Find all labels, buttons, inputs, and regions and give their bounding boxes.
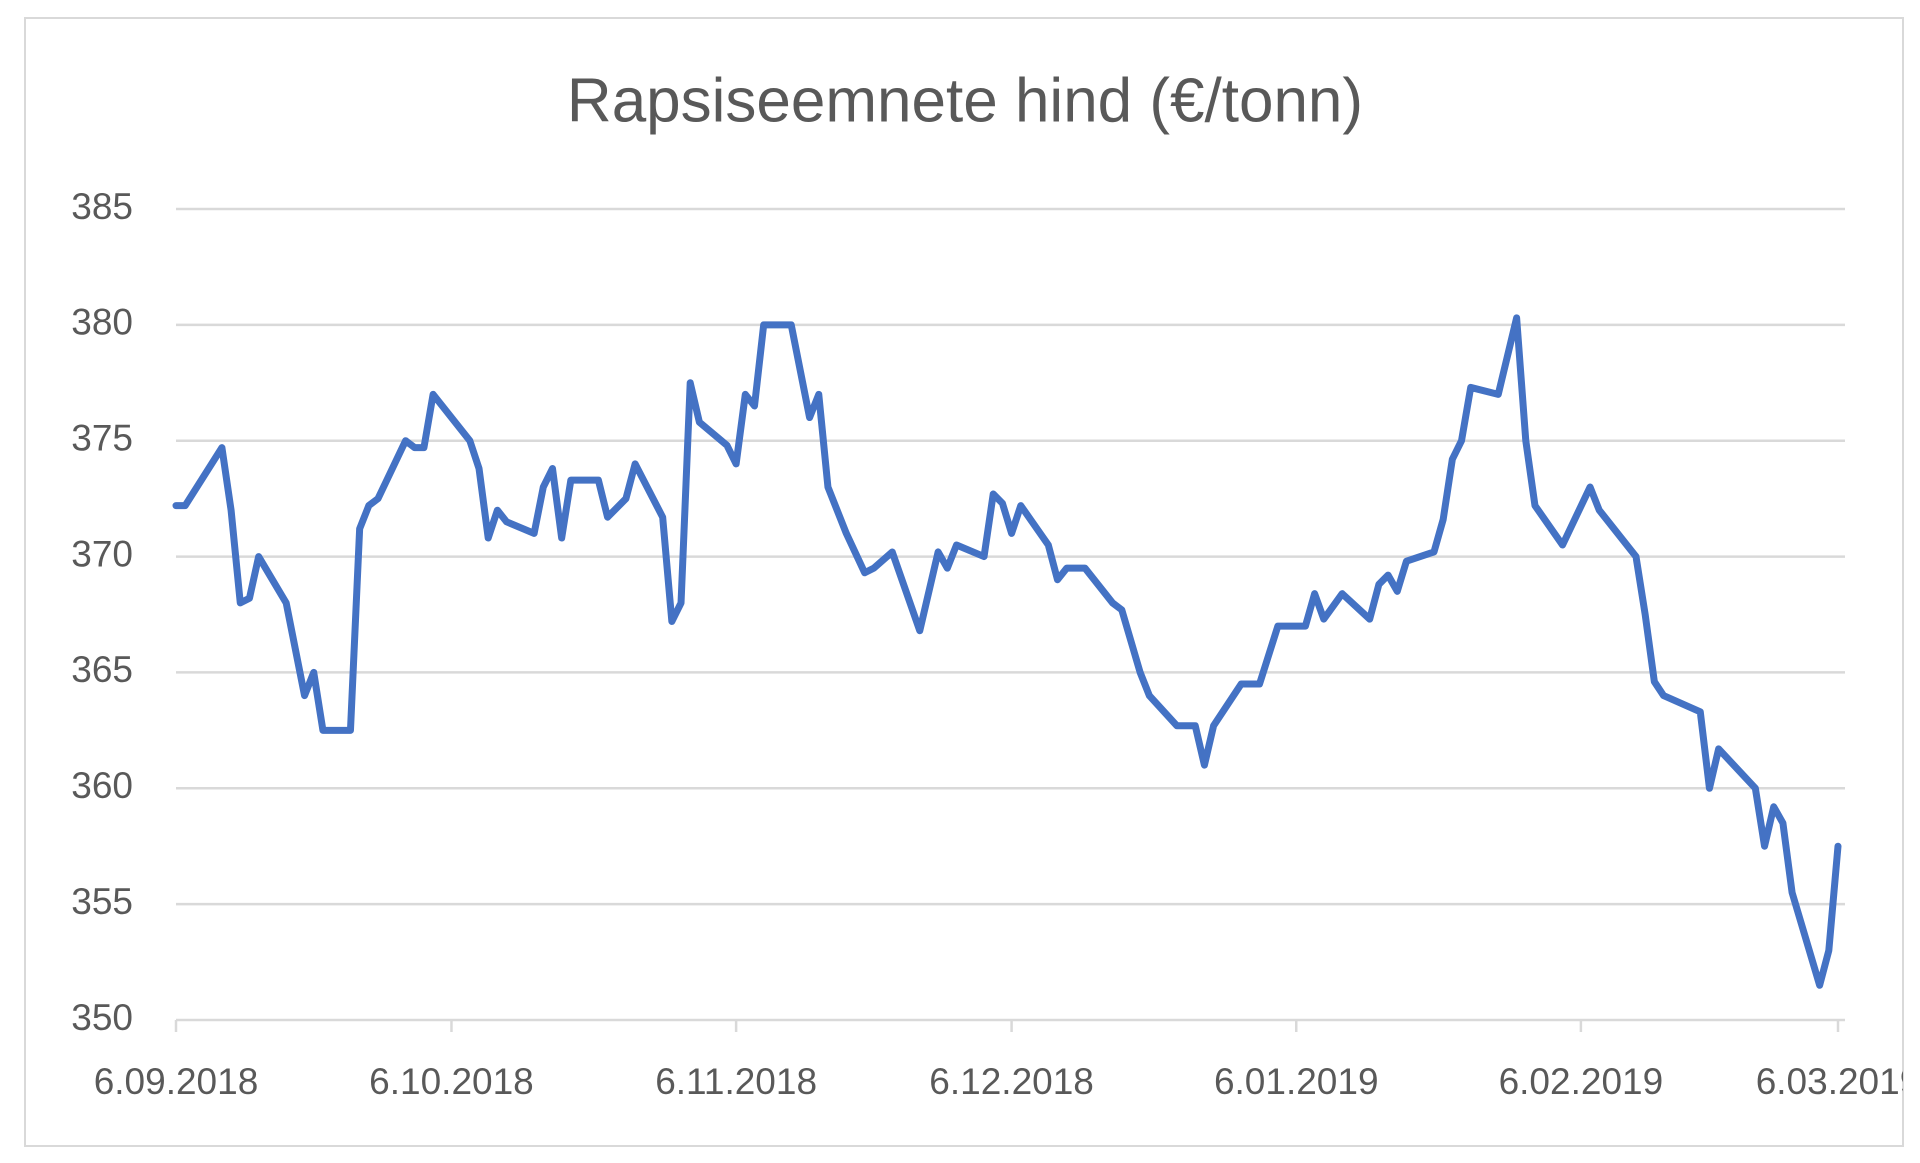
y-tick-label: 365 xyxy=(71,649,133,690)
chart-title: Rapsiseemnete hind (€/tonn) xyxy=(567,66,1363,135)
x-tick-label: 6.10.2018 xyxy=(369,1061,534,1102)
y-tick-label: 375 xyxy=(71,417,133,458)
y-tick-label: 380 xyxy=(71,302,133,343)
price-line xyxy=(172,314,1842,989)
x-tick-label: 6.12.2018 xyxy=(929,1061,1094,1102)
y-tick-label: 370 xyxy=(71,533,133,574)
x-tick-label: 6.11.2018 xyxy=(655,1061,817,1102)
x-tick-label: 6.01.2019 xyxy=(1214,1061,1379,1102)
y-tick-label: 350 xyxy=(71,997,133,1038)
chart-frame xyxy=(24,17,1904,1147)
y-tick-label: 360 xyxy=(71,765,133,806)
plot-area: 350 355 360 365 370 375 380 385 6.09.2018 6.10.20… xyxy=(71,186,1920,1102)
x-tick-label: 6.02.2019 xyxy=(1499,1061,1664,1102)
y-tick-label: 385 xyxy=(71,186,133,227)
y-tick-label: 355 xyxy=(71,881,133,922)
x-tick-label: 6.03.2019 xyxy=(1756,1061,1920,1102)
x-tick-label: 6.09.2018 xyxy=(94,1061,259,1102)
